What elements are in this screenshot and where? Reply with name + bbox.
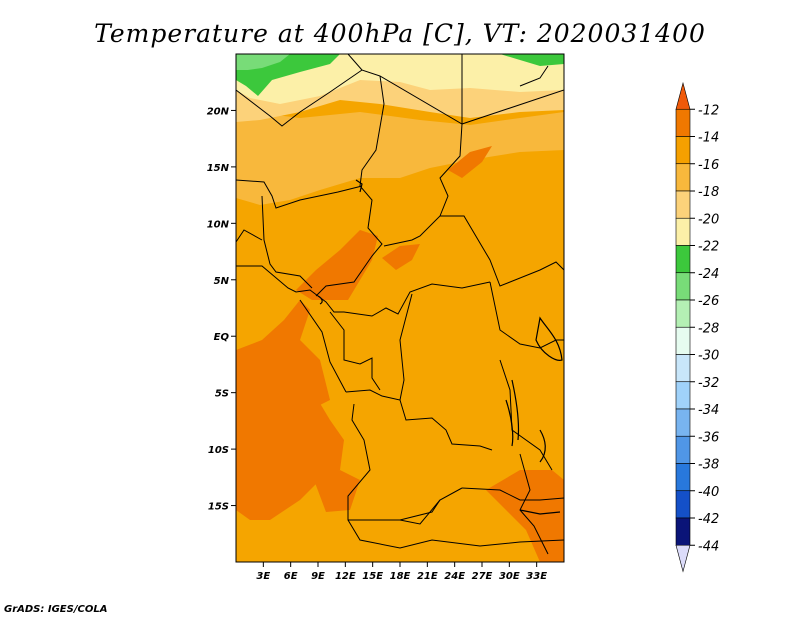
warm-patch-west-ocean [236,300,344,520]
colorbar-swatch [675,108,691,137]
colorbar-label: -28 [698,321,719,336]
colorbar-label: -40 [698,485,719,500]
colorbar-swatch [675,408,691,437]
colorbar-arrow-bottom [675,544,691,573]
lon-tick-label: 27E [472,571,493,582]
colorbar-label: -22 [698,240,719,255]
colorbar-label: -24 [698,267,719,282]
colorbar-swatch [675,272,691,301]
lat-tick-label: 20N [207,106,230,117]
colorbar-swatch [675,490,691,519]
chart-title: Temperature at 400hPa [C], VT: 202003140… [94,19,706,48]
colorbar-label: -42 [698,512,719,527]
colorbar: -12 -14 -16 -18 -20 -22 -24 -26 -28 -30 -32 -34 -36 -… [675,81,719,573]
colorbar-label: -44 [698,539,719,554]
colorbar-swatch [675,354,691,383]
warm-patch-central [382,244,420,270]
colorbar-label: -14 [698,131,719,146]
lon-tick-label: 21E [417,571,438,582]
lat-tick-label: 10S [208,445,229,456]
lon-tick-label: 12E [335,571,356,582]
latitude-axis: 20N 15N 10N 5N EQ 5S 10S 15S [207,106,236,513]
colorbar-swatch [675,136,691,165]
colorbar-label: -16 [698,158,719,173]
temperature-map [236,54,564,562]
colorbar-label: -26 [698,294,719,309]
lon-tick-label: 9E [311,571,325,582]
contour-band-minus24-nw [236,54,290,70]
colorbar-label: -38 [698,458,719,473]
contour-band-minus16 [236,110,564,205]
lon-tick-label: 15E [362,571,383,582]
colorbar-swatch [675,326,691,355]
colorbar-swatch [675,190,691,219]
lat-tick-label: EQ [214,332,230,343]
colorbar-swatch [675,245,691,274]
colorbar-label: -18 [698,185,719,200]
lon-tick-label: 30E [499,571,520,582]
lon-tick-label: 3E [256,571,270,582]
lake-outlines [317,179,563,515]
colorbar-swatch [675,517,691,546]
lon-tick-label: 33E [526,571,547,582]
lon-tick-label: 24E [444,571,465,582]
warm-patch-cameroon [296,230,378,300]
colorbar-label: -36 [698,430,719,445]
colorbar-swatch [675,435,691,464]
colorbar-label: -30 [698,349,719,364]
warm-patch-sudan [448,146,492,178]
colorbar-swatch [675,163,691,192]
lon-tick-label: 18E [390,571,411,582]
lat-tick-label: 15S [208,502,229,513]
colorbar-swatch [675,217,691,246]
grads-credit: GrADS: IGES/COLA [4,604,108,615]
warm-patch-gabon-coast [296,350,330,410]
colorbar-swatch [675,381,691,410]
lat-tick-label: 10N [207,219,230,230]
lat-tick-label: 5N [214,276,230,287]
colorbar-swatch [675,299,691,328]
lat-tick-label: 15N [207,163,230,174]
colorbar-label: -32 [698,376,719,391]
longitude-axis: 3E 6E 9E 12E 15E 18E 21E 24E 27E 30E 33E [256,562,547,582]
contour-band-minus22-ne [500,54,564,66]
colorbar-arrow-top [675,81,691,110]
lat-tick-label: 5S [215,389,229,400]
colorbar-label: -20 [698,212,719,227]
lon-tick-label: 6E [284,571,298,582]
colorbar-label: -12 [698,103,719,118]
colorbar-label: -34 [698,403,719,418]
colorbar-swatch [675,463,691,492]
